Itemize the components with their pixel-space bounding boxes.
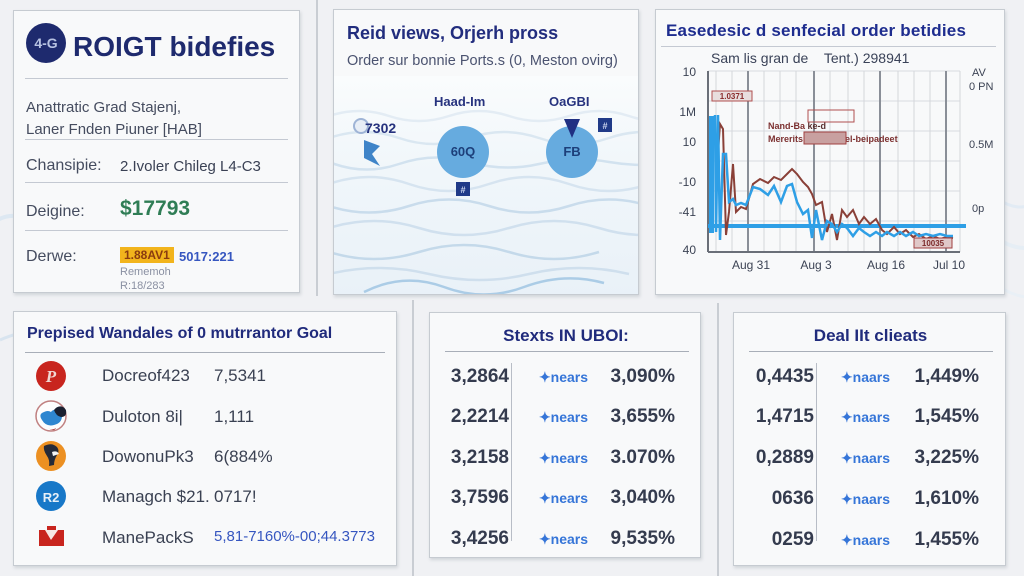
svg-text:0.5M: 0.5M [969, 139, 993, 151]
svg-text:7302: 7302 [365, 120, 396, 136]
svg-text:R2: R2 [43, 490, 60, 505]
svg-text:Jul 10: Jul 10 [933, 258, 965, 272]
svg-text:Aug 3: Aug 3 [800, 258, 832, 272]
svg-text:AV: AV [972, 67, 987, 79]
svg-text:P: P [45, 367, 57, 386]
svg-text:-41: -41 [679, 205, 697, 219]
svg-text:Aug 31: Aug 31 [732, 258, 770, 272]
svg-text:0 PN: 0 PN [969, 81, 994, 93]
svg-text:10: 10 [683, 135, 697, 149]
svg-text:1M: 1M [679, 105, 696, 119]
svg-text:Aug 16: Aug 16 [867, 258, 905, 272]
svg-text:1.0371: 1.0371 [720, 92, 745, 101]
svg-text:10035: 10035 [922, 239, 945, 248]
svg-text:#: # [460, 185, 465, 195]
svg-text:40: 40 [683, 243, 697, 257]
svg-text:Nand-Ba ke-d: Nand-Ba ke-d [768, 121, 826, 131]
svg-text:#: # [602, 121, 607, 131]
svg-text:0p: 0p [972, 203, 984, 215]
svg-text:-10: -10 [679, 175, 697, 189]
svg-text:10: 10 [683, 65, 697, 79]
